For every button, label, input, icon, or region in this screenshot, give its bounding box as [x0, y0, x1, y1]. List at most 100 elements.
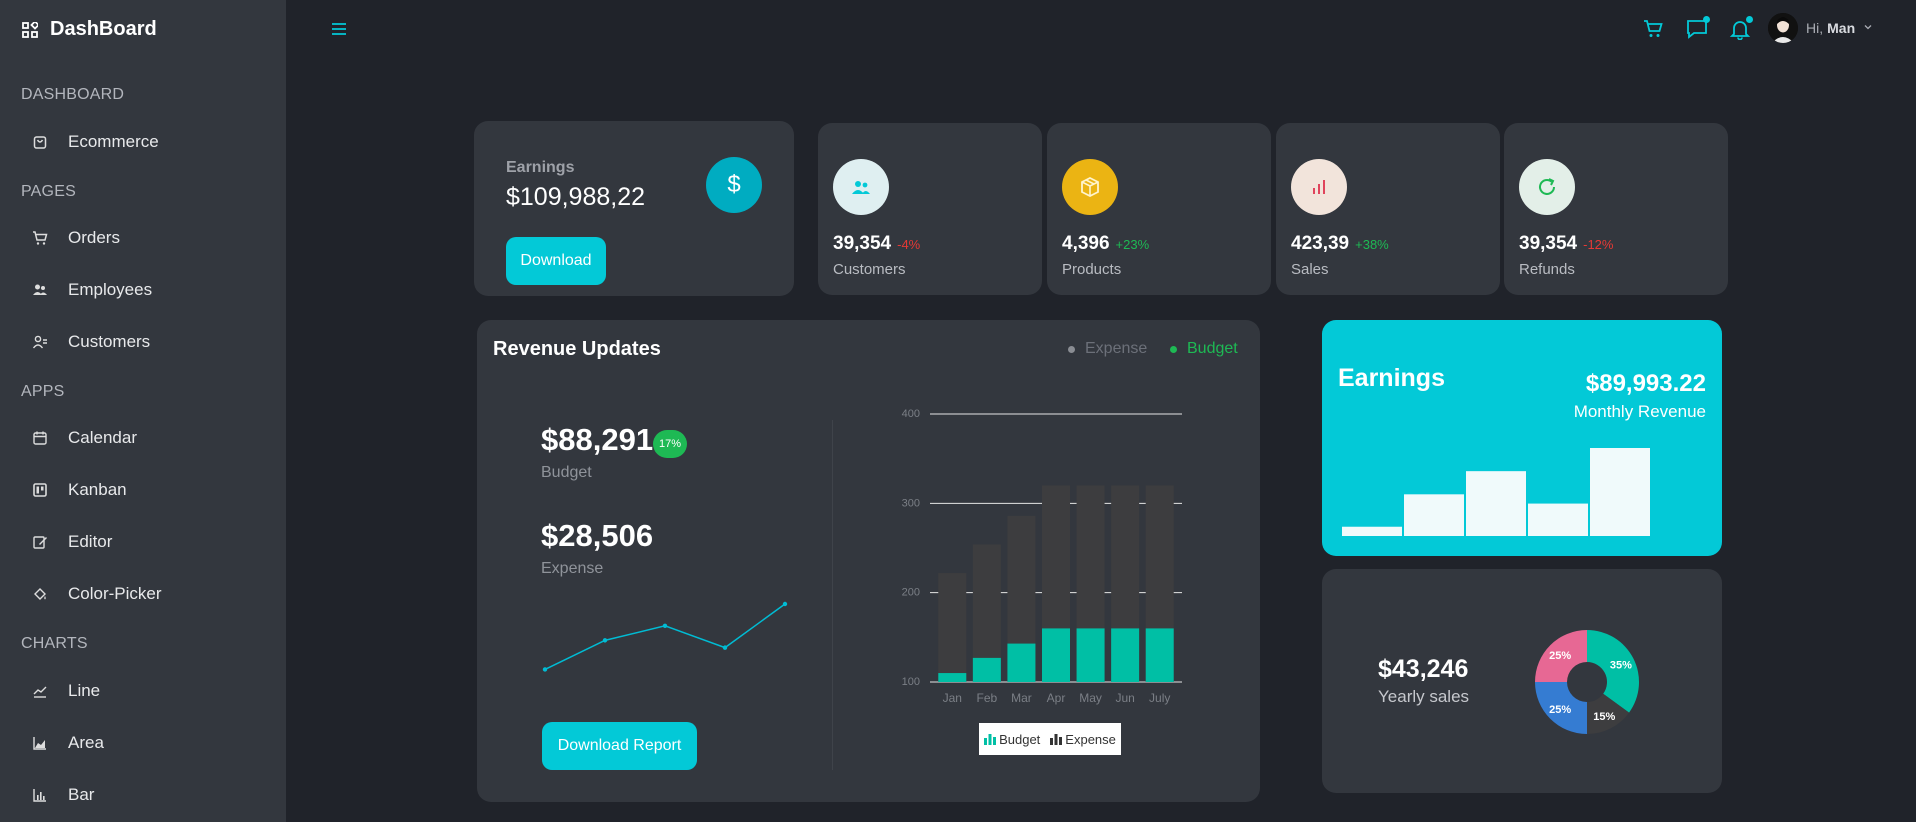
- calendar-icon: [33, 431, 47, 445]
- donut-slice: [1535, 630, 1587, 682]
- sidebar-item-line[interactable]: Line: [32, 681, 100, 701]
- user-greeting[interactable]: Hi, Man: [1806, 20, 1855, 36]
- budget-percent-badge: 17%: [653, 430, 687, 458]
- yearly-sales-donut-chart: 35% 15% 25% 25%: [1535, 630, 1639, 734]
- expense-label: Expense: [541, 560, 604, 577]
- sidebar-item-calendar[interactable]: Calendar: [32, 428, 137, 448]
- bar-expense: [938, 573, 967, 682]
- kanban-icon: [33, 483, 47, 497]
- section-charts: CHARTS: [21, 635, 88, 652]
- bar-budget: [1111, 628, 1140, 682]
- legend-budget-label: Budget: [1187, 340, 1238, 357]
- earnings-value: $109,988,22: [506, 183, 646, 211]
- chat-icon[interactable]: [1686, 18, 1708, 40]
- cart-icon: [33, 231, 48, 245]
- donut-label: 25%: [1549, 704, 1571, 716]
- stat-number: 4,396: [1062, 233, 1110, 254]
- x-tick-label: Mar: [1011, 691, 1032, 705]
- sidebar-item-area[interactable]: Area: [32, 733, 104, 753]
- users-icon[interactable]: [833, 159, 889, 215]
- sidebar-item-label: Kanban: [68, 480, 127, 499]
- sidebar-item-kanban[interactable]: Kanban: [32, 480, 127, 500]
- bar-chart-icon: [984, 734, 997, 745]
- line-chart-icon: [33, 686, 47, 698]
- stat-card-refunds: 39,354 -12% Refunds: [1504, 123, 1728, 295]
- x-tick-label: Jan: [943, 691, 962, 705]
- donut-label: 15%: [1593, 711, 1615, 723]
- stat-number: 39,354: [833, 233, 892, 254]
- donut-label: 25%: [1549, 650, 1571, 662]
- sidebar-item-customers[interactable]: Customers: [32, 332, 150, 352]
- yearly-sales-value: $43,246: [1378, 655, 1469, 683]
- greeting-text: Hi,: [1806, 20, 1824, 36]
- edit-icon: [33, 536, 47, 549]
- sparkline-point: [722, 645, 728, 650]
- earnings-bar: [1342, 526, 1402, 536]
- refresh-icon[interactable]: [1519, 159, 1575, 215]
- paint-bucket-icon: [34, 588, 46, 600]
- revenue-title: Revenue Updates: [493, 338, 661, 360]
- box-icon-glyph: [1081, 176, 1099, 198]
- sidebar-item-editor[interactable]: Editor: [32, 532, 112, 552]
- sidebar-item-bar[interactable]: Bar: [32, 785, 94, 805]
- sidebar-item-color-picker[interactable]: Color-Picker: [32, 584, 162, 604]
- y-tick-label: 400: [902, 408, 920, 420]
- donut-slice: [1587, 630, 1639, 713]
- bar-budget: [1145, 628, 1174, 682]
- legend-dot: [1170, 345, 1177, 353]
- bar-chart-icon[interactable]: [1291, 159, 1347, 215]
- legend-item-budget[interactable]: Budget: [984, 732, 1040, 747]
- stat-label: Sales: [1291, 261, 1329, 278]
- y-tick-label: 300: [902, 497, 920, 509]
- sparkline-point: [542, 667, 548, 672]
- donut-slice: [1587, 693, 1630, 734]
- user-name: Man: [1827, 20, 1856, 36]
- refresh-icon-glyph: [1539, 178, 1555, 195]
- sidebar-item-ecommerce[interactable]: Ecommerce: [32, 132, 159, 152]
- bell-notification-dot: [1746, 16, 1753, 23]
- download-report-button[interactable]: Download Report: [542, 722, 697, 770]
- yearly-sales-card: $43,246 Yearly sales 35% 15% 25% 25%: [1322, 569, 1722, 793]
- area-chart-icon: [33, 737, 46, 750]
- sparkline-point: [662, 623, 668, 629]
- bell-icon[interactable]: [1729, 18, 1751, 40]
- donut-slice: [1535, 682, 1587, 734]
- cart-icon[interactable]: [1642, 18, 1664, 40]
- budget-value: $88,291: [541, 422, 654, 457]
- monthly-earnings-chart: [1342, 448, 1650, 536]
- brand[interactable]: DashBoard: [22, 18, 157, 41]
- stat-value: 423,39 +38%: [1291, 233, 1389, 255]
- sparkline-line: [544, 603, 786, 671]
- y-tick-label: 100: [902, 676, 920, 688]
- chat-notification-dot: [1703, 16, 1710, 23]
- section-pages: PAGES: [21, 183, 76, 200]
- sidebar-item-orders[interactable]: Orders: [32, 228, 120, 248]
- stat-percent: -12%: [1583, 237, 1614, 252]
- sidebar-item-label: Ecommerce: [68, 132, 159, 151]
- box-icon[interactable]: [1062, 159, 1118, 215]
- chevron-down-icon[interactable]: [1863, 22, 1873, 32]
- bar-budget: [938, 673, 967, 682]
- legend-dot: [1068, 345, 1075, 353]
- hamburger-icon[interactable]: [330, 20, 348, 38]
- stat-label: Refunds: [1519, 261, 1575, 278]
- legend-item-expense[interactable]: Expense: [1050, 732, 1116, 747]
- x-tick-label: May: [1079, 691, 1102, 705]
- monthly-earnings-subtitle: Monthly Revenue: [1573, 402, 1706, 421]
- sidebar-item-label: Area: [68, 733, 104, 752]
- download-button[interactable]: Download: [506, 237, 606, 285]
- legend-budget[interactable]: Budget: [1170, 340, 1238, 358]
- avatar[interactable]: [1768, 13, 1798, 43]
- dollar-icon[interactable]: $: [706, 157, 762, 213]
- legend-expense[interactable]: Expense: [1068, 340, 1147, 358]
- section-apps: APPS: [21, 383, 65, 400]
- bar-budget: [1076, 628, 1105, 682]
- monthly-earnings-title: Earnings: [1338, 364, 1445, 392]
- stat-number: 423,39: [1291, 233, 1350, 254]
- expense-value: $28,506: [541, 518, 654, 553]
- stat-value: 39,354 -4%: [833, 233, 920, 255]
- user-list-icon: [32, 335, 47, 349]
- legend-expense-label: Expense: [1085, 340, 1148, 357]
- bar-chart-icon: [1050, 734, 1063, 745]
- sidebar-item-employees[interactable]: Employees: [32, 280, 152, 300]
